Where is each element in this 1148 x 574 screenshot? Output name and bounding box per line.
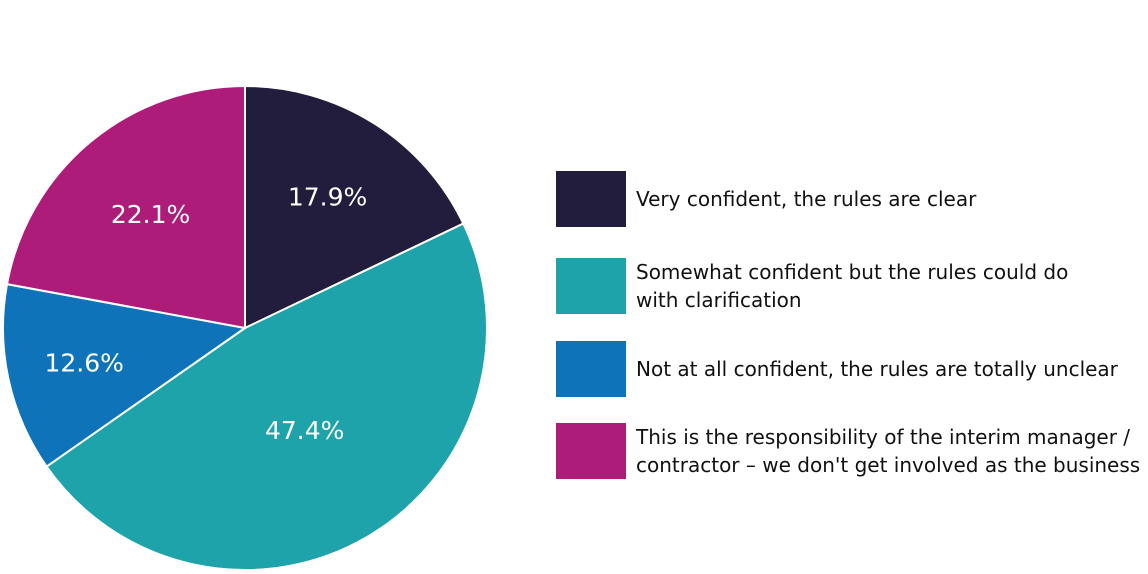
slice-value-label: 22.1% — [111, 200, 190, 229]
legend-label: This is the responsibility of the interi… — [636, 425, 1141, 477]
legend-item: Very confident, the rules are clear — [556, 171, 1148, 227]
legend-label: Very confident, the rules are clear — [636, 187, 977, 211]
slice-value-label: 12.6% — [44, 348, 123, 377]
pie-slice — [5, 84, 246, 330]
legend-swatch — [556, 258, 626, 314]
slice-value-label: 17.9% — [288, 182, 367, 211]
pie-slice — [244, 84, 465, 330]
legend-item: Somewhat confident but the rules could d… — [556, 258, 1096, 314]
legend-label: Not at all confident, the rules are tota… — [636, 357, 1118, 381]
pie-slice — [2, 282, 248, 468]
slice-value-label: 47.4% — [265, 416, 344, 445]
pie-slice — [45, 222, 488, 571]
pie-chart: 17.9% 47.4% 12.6% 22.1% — [2, 84, 488, 571]
legend-label: Somewhat confident but the rules could d… — [636, 260, 1069, 312]
legend-item: This is the responsibility of the interi… — [556, 423, 1146, 479]
legend-item: Not at all confident, the rules are tota… — [556, 341, 1148, 397]
legend-swatch — [556, 171, 626, 227]
legend-swatch — [556, 423, 626, 479]
legend-swatch — [556, 341, 626, 397]
